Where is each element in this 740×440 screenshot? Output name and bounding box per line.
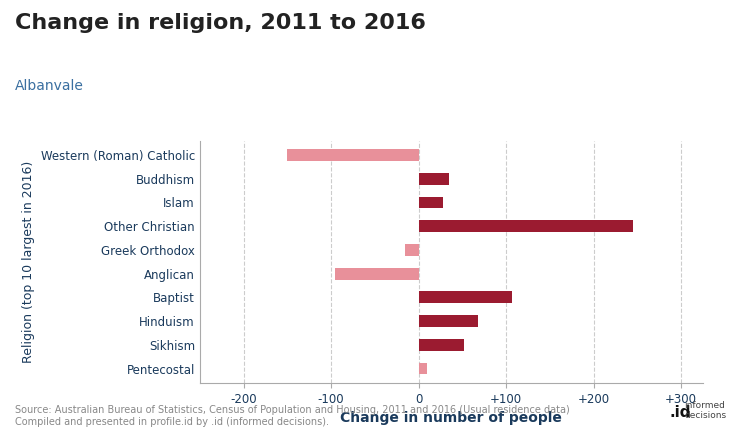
Bar: [419, 291, 512, 303]
Bar: [419, 197, 443, 209]
Text: informed
decisions: informed decisions: [684, 401, 727, 420]
Bar: [419, 220, 633, 232]
Text: .id: .id: [670, 405, 691, 420]
Bar: [335, 268, 419, 279]
Bar: [419, 315, 478, 327]
Bar: [287, 149, 419, 161]
Bar: [419, 363, 427, 374]
Bar: [419, 173, 449, 185]
Bar: [406, 244, 419, 256]
Bar: [419, 339, 464, 351]
Y-axis label: Religion (top 10 largest in 2016): Religion (top 10 largest in 2016): [22, 161, 35, 363]
Text: Source: Australian Bureau of Statistics, Census of Population and Housing, 2011 : Source: Australian Bureau of Statistics,…: [15, 405, 570, 427]
Text: Albanvale: Albanvale: [15, 79, 84, 93]
Text: Change in religion, 2011 to 2016: Change in religion, 2011 to 2016: [15, 13, 425, 33]
X-axis label: Change in number of people: Change in number of people: [340, 411, 562, 425]
